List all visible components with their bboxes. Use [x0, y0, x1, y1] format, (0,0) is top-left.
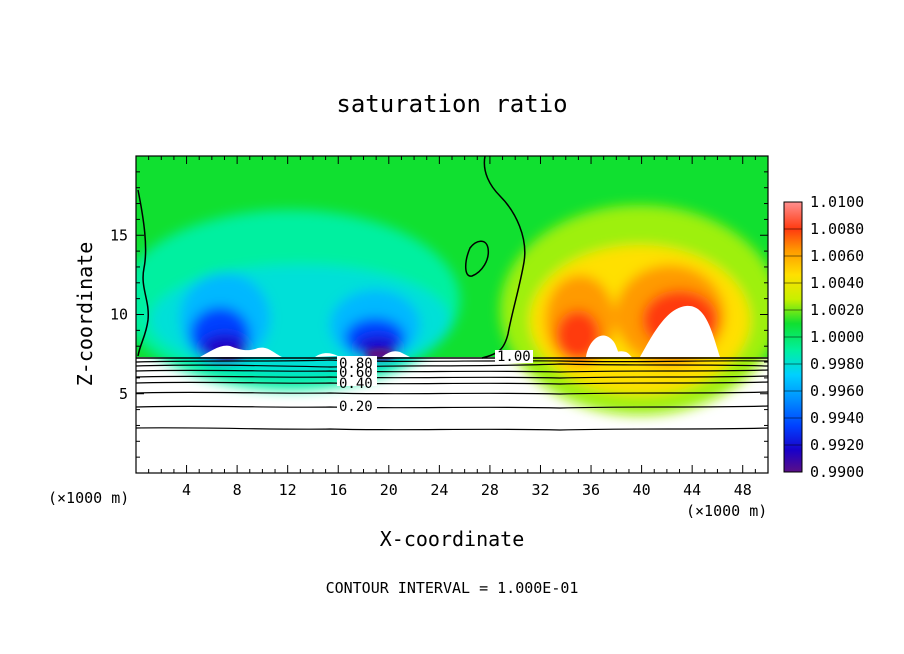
colorbar-label: 1.0040	[810, 274, 864, 292]
x-axis-ticks: 4 8 12 16 20 24 28 32 36 40 44 48	[148, 156, 756, 499]
x-tick-label: 40	[633, 481, 651, 499]
x-tick-label: 8	[233, 481, 242, 499]
heatmap-field	[136, 156, 768, 473]
contour-0-20	[136, 405, 768, 409]
colorbar-label: 0.9900	[810, 463, 864, 481]
x-tick-label: 44	[683, 481, 701, 499]
x-tick-label: 36	[582, 481, 600, 499]
contour-0-50	[136, 375, 768, 379]
contour-label-0-40: 0.40	[339, 376, 373, 392]
y-tick-label: 10	[110, 306, 128, 324]
contour-label-0-20: 0.20	[339, 399, 373, 415]
contour-label-bg-1	[495, 350, 533, 363]
contour-0-70	[136, 363, 768, 368]
x-tick-label: 20	[380, 481, 398, 499]
y-axis-ticks: 5 10 15	[110, 171, 768, 458]
x-tick-label: 32	[531, 481, 549, 499]
colorbar-label: 1.0060	[810, 247, 864, 265]
contour-interval-note: CONTOUR INTERVAL = 1.000E-01	[326, 579, 579, 597]
colorbar-label: 0.9980	[810, 355, 864, 373]
colorbar-label: 0.9920	[810, 436, 864, 454]
colorbar-label: 1.0000	[810, 328, 864, 346]
chart-title: saturation ratio	[336, 90, 567, 118]
region-white-cap-2	[640, 305, 720, 357]
y-tick-label: 15	[110, 226, 128, 244]
contour-label-0-80: 0.80	[339, 356, 373, 372]
y-tick-label: 5	[119, 385, 128, 403]
region-white-cap-1	[586, 335, 622, 357]
contour-0-30	[136, 391, 768, 395]
contour-1-00-island	[465, 240, 490, 277]
cloud-base-bumps	[200, 345, 410, 357]
x-tick-label: 12	[279, 481, 297, 499]
contour-label-bg-3	[337, 399, 377, 413]
contour-label-bg-2	[337, 356, 377, 386]
x-tick-label: 48	[734, 481, 752, 499]
colorbar-label: 0.9960	[810, 382, 864, 400]
contour-1-00-right	[481, 156, 526, 359]
y-axis-label: Z-coordinate	[73, 242, 97, 387]
x-tick-label: 16	[329, 481, 347, 499]
colorbar-label: 0.9940	[810, 409, 864, 427]
contour-0-60	[136, 369, 768, 373]
contour-label-0-60: 0.60	[339, 365, 373, 381]
z-unit-label: (×1000 m)	[48, 489, 129, 507]
contour-lines	[136, 359, 768, 431]
contour-label-1-00: 1.00	[497, 349, 531, 365]
colorbar-label: 1.0080	[810, 220, 864, 238]
colorbar-label: 1.0100	[810, 193, 864, 211]
x-tick-label: 4	[182, 481, 191, 499]
x-tick-label: 24	[430, 481, 448, 499]
x-tick-label: 28	[481, 481, 499, 499]
x-unit-label: (×1000 m)	[686, 502, 767, 520]
region-white-cap-3	[610, 351, 632, 357]
contour-0-40	[136, 381, 768, 385]
colorbar-ticks: 1.0100 1.0080 1.0060 1.0040 1.0020 1.0000 0.99…	[784, 193, 864, 481]
contour-0-80	[136, 359, 768, 363]
contour-1-00-left	[137, 189, 149, 357]
x-axis-label: X-coordinate	[380, 527, 525, 551]
colorbar-label: 1.0020	[810, 301, 864, 319]
contour-0-10	[136, 427, 768, 431]
